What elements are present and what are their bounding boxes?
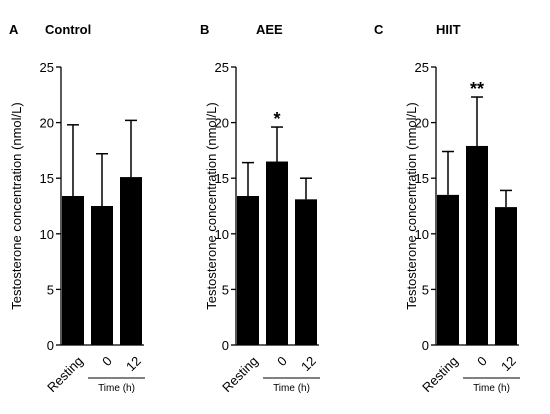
y-tick-label: 15 [415,171,429,186]
panel-title: AEE [256,22,283,37]
x-tick-label: Resting [419,353,461,395]
bar [466,145,488,345]
y-tick-label: 5 [47,282,54,297]
y-tick-label: 20 [215,116,229,131]
y-axis-label: Testosterone concentration (nmol/L) [404,102,419,309]
y-axis-label: Testosterone concentration (nmol/L) [204,102,219,309]
bar [91,206,113,345]
panel-c: C HIIT Testosterone concentration (nmol/L)… [374,22,520,395]
y-tick-label: 15 [215,171,229,186]
y-tick-label: 5 [422,282,429,297]
panel-letter: B [200,22,209,37]
bar [120,177,142,345]
x-tick-label: 0 [474,353,490,369]
y-tick-label: 25 [415,60,429,75]
panel-title: HIIT [436,22,461,37]
x-tick-label: Resting [44,353,86,395]
bar [237,195,259,345]
x-tick-label: 12 [498,353,519,374]
y-tick-label: 20 [40,116,54,131]
time-group-label: Time (h) [273,383,310,394]
time-group-label: Time (h) [98,383,135,394]
y-tick-label: 5 [222,282,229,297]
panel-title: Control [45,22,91,37]
y-tick-label: 10 [40,227,54,242]
bar [266,161,288,345]
x-tick-label: 0 [99,353,115,369]
y-tick-label: 10 [415,227,429,242]
y-tick-label: 20 [415,116,429,131]
bar [495,207,517,345]
bar [295,199,317,345]
significance-mark: * [273,109,280,129]
time-group-label: Time (h) [473,383,510,394]
y-tick-label: 25 [215,60,229,75]
x-tick-label: Resting [219,353,261,395]
x-tick-label: 12 [123,353,144,374]
x-tick-label: 0 [274,353,290,369]
panel-b: B AEE Testosterone concentration (nmol/L) 0… [200,22,320,395]
y-tick-label: 0 [47,338,54,353]
y-tick-label: 25 [40,60,54,75]
x-tick-label: 12 [298,353,319,374]
panel-a: A Control Testosterone concentration (nmol… [9,22,145,395]
significance-mark: ** [470,79,484,99]
y-tick-label: 10 [215,227,229,242]
panel-letter: C [374,22,384,37]
y-tick-label: 15 [40,171,54,186]
bar [62,195,84,345]
y-tick-label: 0 [422,338,429,353]
panel-letter: A [9,22,19,37]
bar [437,194,459,345]
y-axis-label: Testosterone concentration (nmol/L) [9,102,24,309]
y-tick-label: 0 [222,338,229,353]
